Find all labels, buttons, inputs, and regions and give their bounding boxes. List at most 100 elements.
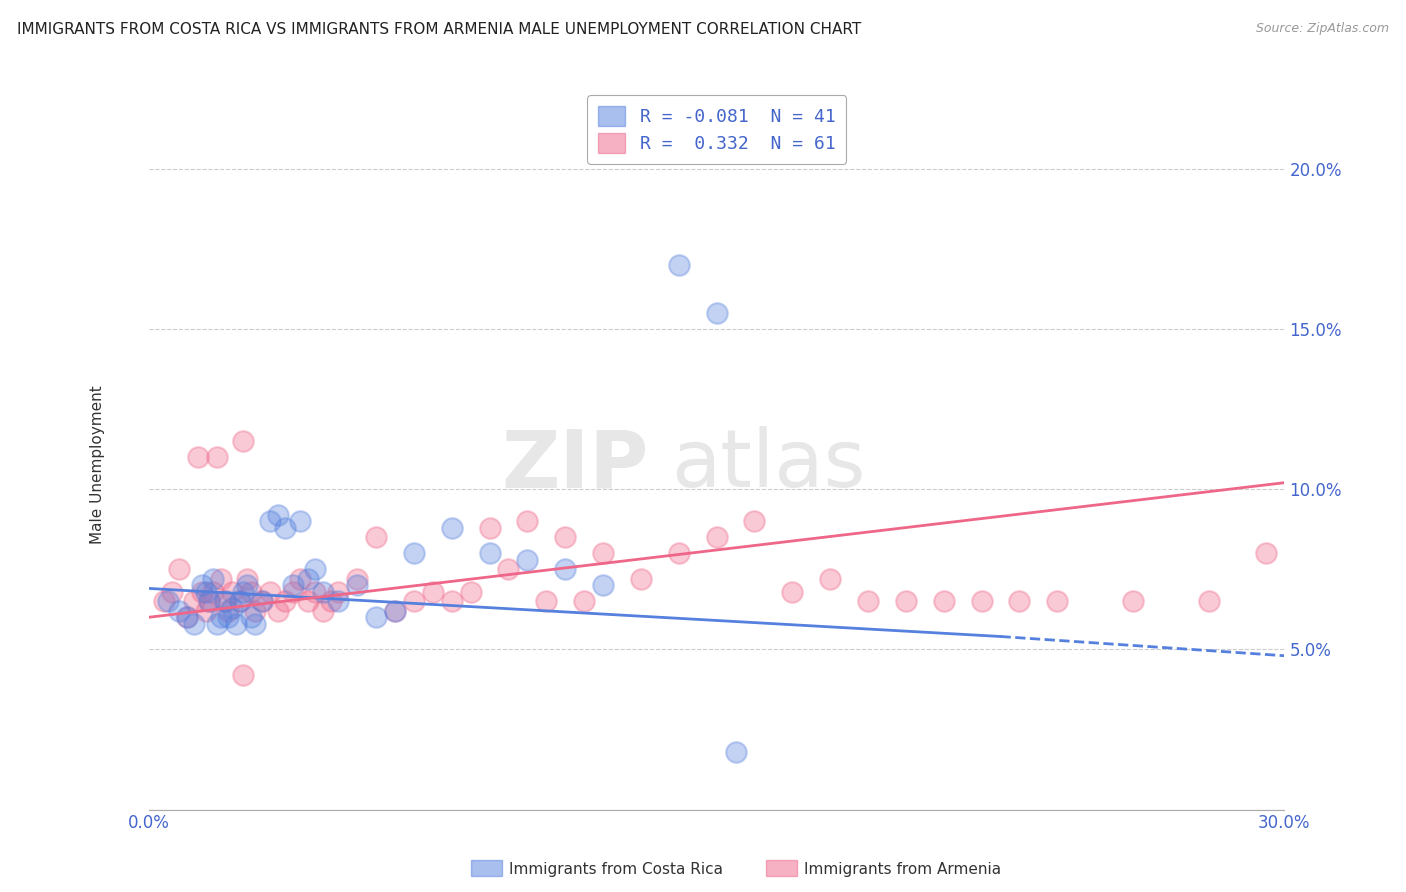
Point <box>266 604 288 618</box>
Point <box>281 584 304 599</box>
Point <box>498 562 520 576</box>
Point <box>970 594 993 608</box>
Point <box>225 616 247 631</box>
Point <box>422 584 444 599</box>
Point <box>198 594 221 608</box>
Point <box>554 530 576 544</box>
Point <box>205 450 228 464</box>
Point <box>214 594 236 608</box>
Point <box>243 616 266 631</box>
Point <box>240 584 263 599</box>
Point <box>478 520 501 534</box>
Point <box>1254 546 1277 560</box>
Text: Source: ZipAtlas.com: Source: ZipAtlas.com <box>1256 22 1389 36</box>
Point <box>217 610 239 624</box>
Point <box>221 584 243 599</box>
Point <box>228 594 250 608</box>
Point <box>402 546 425 560</box>
Point <box>191 584 214 599</box>
Point <box>744 514 766 528</box>
Text: IMMIGRANTS FROM COSTA RICA VS IMMIGRANTS FROM ARMENIA MALE UNEMPLOYMENT CORRELAT: IMMIGRANTS FROM COSTA RICA VS IMMIGRANTS… <box>17 22 860 37</box>
Point <box>346 572 368 586</box>
Point <box>326 584 349 599</box>
Point <box>290 514 312 528</box>
Point <box>297 572 319 586</box>
Point <box>592 578 614 592</box>
Point <box>818 572 841 586</box>
Point <box>243 604 266 618</box>
Point <box>319 594 342 608</box>
Point <box>259 584 281 599</box>
Point <box>630 572 652 586</box>
Point <box>668 258 690 272</box>
Point <box>1198 594 1220 608</box>
Point <box>252 594 274 608</box>
Point <box>217 604 239 618</box>
Point <box>209 610 232 624</box>
Point <box>440 594 463 608</box>
Point <box>209 572 232 586</box>
Legend: R = -0.081  N = 41, R =  0.332  N = 61: R = -0.081 N = 41, R = 0.332 N = 61 <box>588 95 846 164</box>
Point <box>312 584 335 599</box>
Point <box>232 584 254 599</box>
Point <box>232 434 254 448</box>
Point <box>460 584 482 599</box>
Point <box>194 604 217 618</box>
Point <box>191 578 214 592</box>
Point <box>304 584 326 599</box>
Point <box>572 594 595 608</box>
Point <box>516 514 538 528</box>
Point <box>856 594 879 608</box>
Point <box>297 594 319 608</box>
Point <box>240 610 263 624</box>
Point <box>536 594 558 608</box>
Text: Immigrants from Costa Rica: Immigrants from Costa Rica <box>509 863 723 877</box>
Point <box>153 594 176 608</box>
Point <box>706 530 728 544</box>
Point <box>478 546 501 560</box>
Point <box>384 604 406 618</box>
Text: ZIP: ZIP <box>502 426 648 504</box>
Point <box>176 610 198 624</box>
Point <box>236 578 259 592</box>
Point <box>592 546 614 560</box>
Point <box>364 610 387 624</box>
Point <box>236 572 259 586</box>
Point <box>1122 594 1144 608</box>
Point <box>724 745 747 759</box>
Point <box>274 520 297 534</box>
Point <box>259 514 281 528</box>
Point <box>1046 594 1069 608</box>
Point <box>932 594 955 608</box>
Point <box>290 572 312 586</box>
Point <box>516 552 538 566</box>
Text: Immigrants from Armenia: Immigrants from Armenia <box>804 863 1001 877</box>
Text: atlas: atlas <box>671 426 866 504</box>
Point <box>221 600 243 615</box>
Point <box>176 610 198 624</box>
Point <box>554 562 576 576</box>
Point <box>326 594 349 608</box>
Point <box>440 520 463 534</box>
Point <box>167 604 190 618</box>
Point <box>202 572 225 586</box>
Point <box>281 578 304 592</box>
Point <box>668 546 690 560</box>
Point <box>183 616 205 631</box>
Point <box>202 584 225 599</box>
Point <box>304 562 326 576</box>
Point <box>384 604 406 618</box>
Point <box>312 604 335 618</box>
Point <box>402 594 425 608</box>
Point <box>205 616 228 631</box>
Point <box>706 306 728 320</box>
Point <box>266 508 288 522</box>
Point <box>232 668 254 682</box>
Point <box>187 450 209 464</box>
Point <box>364 530 387 544</box>
Point <box>782 584 804 599</box>
Point <box>183 594 205 608</box>
Point <box>274 594 297 608</box>
Point <box>167 562 190 576</box>
Point <box>252 594 274 608</box>
